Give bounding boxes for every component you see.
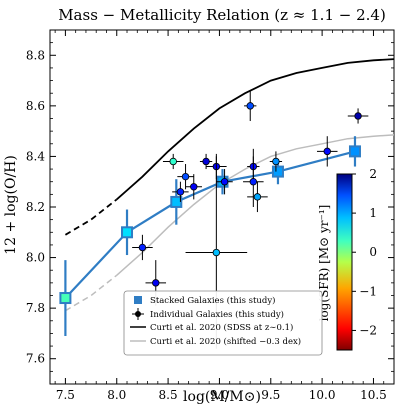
axis-ticks: 7.5 8.0 8.5 9.0 9.5 10.0 10.5 7.6 7.8 8.0 8.2 8.4 8.… bbox=[26, 30, 395, 402]
legend-entry-individual: Individual Galaxies (this study) bbox=[150, 309, 284, 320]
legend: Stacked Galaxies (this study) Individual… bbox=[123, 290, 323, 356]
y-tick-label: 8.4 bbox=[26, 149, 45, 163]
individual-point bbox=[202, 157, 210, 166]
colorbar-tick-label: 0 bbox=[369, 245, 377, 259]
y-tick-label: 7.6 bbox=[26, 352, 45, 366]
colorbar-tick-label: 1 bbox=[369, 206, 377, 220]
curti-dashed bbox=[64, 198, 118, 236]
individual-layer bbox=[132, 90, 369, 349]
x-tick-label: 10.5 bbox=[360, 388, 387, 402]
chart-title: Mass − Metallicity Relation (z ≈ 1.1 − 2… bbox=[58, 6, 386, 24]
legend-entry-curti: Curti et al. 2020 (SDSS at z∼0.1) bbox=[150, 322, 293, 333]
individual-point bbox=[354, 112, 362, 120]
individual-point bbox=[253, 193, 262, 201]
x-tick-label: 10.0 bbox=[309, 388, 336, 402]
individual-point bbox=[246, 102, 254, 110]
legend-entry-stacked: Stacked Galaxies (this study) bbox=[150, 295, 275, 306]
stacked-point bbox=[348, 145, 361, 158]
stacked-line bbox=[64, 150, 356, 299]
stacked-point bbox=[271, 165, 284, 178]
y-tick-label: 8.0 bbox=[26, 251, 45, 265]
individual-point bbox=[176, 188, 185, 196]
individual-point bbox=[152, 279, 160, 287]
individual-point bbox=[169, 157, 177, 166]
colorbar-ticks: −2 −1 0 1 2 bbox=[352, 167, 377, 337]
individual-point bbox=[190, 183, 198, 191]
stacked-point bbox=[59, 292, 72, 305]
colorbar-tick-label: 2 bbox=[369, 167, 377, 181]
individual-point bbox=[138, 243, 147, 252]
individual-point bbox=[249, 178, 258, 186]
y-tick-label: 8.2 bbox=[26, 200, 45, 214]
x-tick-label: 9.5 bbox=[261, 388, 280, 402]
y-tick-label: 7.8 bbox=[26, 301, 45, 315]
colorbar-tick-label: −2 bbox=[359, 323, 377, 337]
curti-shifted-line bbox=[116, 134, 394, 276]
colorbar-tick-label: −1 bbox=[359, 284, 377, 298]
legend-box bbox=[123, 290, 323, 356]
individual-point bbox=[272, 157, 280, 166]
individual-point bbox=[220, 178, 229, 186]
colorbar-gradient bbox=[336, 173, 353, 351]
y-tick-label: 8.8 bbox=[26, 48, 45, 62]
individual-point bbox=[181, 172, 190, 181]
x-tick-label: 8.5 bbox=[159, 388, 178, 402]
curti-shifted-dashed bbox=[65, 274, 118, 312]
individual-point bbox=[323, 147, 331, 156]
curti-line bbox=[116, 58, 394, 201]
curve-layer bbox=[64, 58, 394, 312]
legend-entry-curti-shifted: Curti et al. 2020 (shifted −0.3 dex) bbox=[150, 336, 301, 347]
x-axis-label: log(M/M⊙) bbox=[183, 389, 261, 405]
stacked-layer bbox=[59, 136, 361, 336]
legend-square-marker bbox=[134, 296, 142, 304]
x-tick-label: 8.0 bbox=[107, 388, 126, 402]
y-tick-label: 8.6 bbox=[26, 99, 45, 113]
x-tick-label: 7.5 bbox=[56, 388, 75, 402]
stacked-point bbox=[170, 195, 183, 208]
individual-point bbox=[212, 248, 221, 257]
legend-circle-marker bbox=[135, 311, 141, 317]
stacked-point bbox=[121, 226, 134, 239]
y-axis-label: 12 + log(O/H) bbox=[3, 155, 19, 255]
x-tick-label: 9.0 bbox=[210, 388, 229, 402]
